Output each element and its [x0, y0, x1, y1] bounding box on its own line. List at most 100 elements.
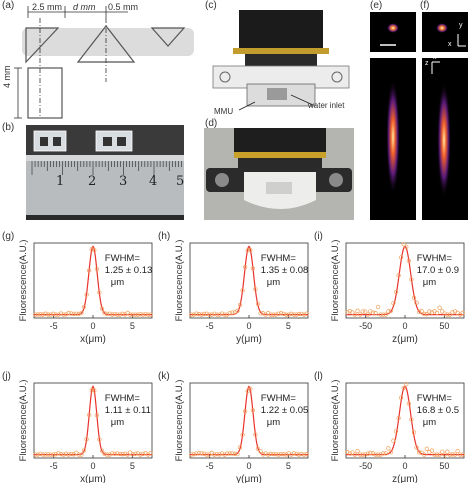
data-point: [240, 288, 245, 293]
data-point: [458, 452, 463, 457]
data-point: [45, 312, 51, 317]
axis-label-x-top: x: [448, 41, 452, 48]
data-point: [391, 438, 396, 443]
data-point: [128, 312, 133, 317]
mmu-label: MMU: [214, 107, 234, 116]
data-point: [434, 310, 440, 316]
axis-label-z: z: [425, 60, 429, 67]
data-point: [92, 388, 97, 393]
data-point: [442, 452, 447, 457]
data-point: [393, 429, 399, 434]
y-axis-label: Fluorescence(A.U.): [330, 380, 341, 462]
data-point: [237, 302, 243, 307]
data-point: [38, 312, 43, 317]
x-tick-label: 0: [402, 321, 407, 331]
data-point: [271, 312, 276, 317]
data-point: [84, 437, 89, 442]
data-point: [219, 451, 225, 456]
data-point: [189, 452, 194, 457]
profile-plot-j: (j) -5 0 5 x(μm) Fluorescence(A.U.) FWHM=1.11 …: [2, 371, 153, 485]
data-point: [81, 304, 87, 310]
data-point: [38, 451, 43, 456]
data-point: [406, 401, 412, 406]
data-point: [191, 452, 197, 457]
data-point: [107, 311, 112, 316]
data-point: [196, 451, 202, 456]
data-point: [102, 451, 107, 457]
data-point: [148, 312, 153, 317]
fwhm-label: FWHM=: [417, 253, 453, 264]
data-point: [89, 247, 94, 252]
data-point: [115, 451, 120, 456]
data-point: [416, 450, 422, 455]
data-point: [35, 452, 40, 457]
data-point: [360, 309, 365, 314]
x-tick-label: 0: [246, 461, 251, 471]
data-point: [286, 312, 291, 317]
data-point: [145, 312, 151, 317]
data-point: [373, 452, 378, 457]
data-point: [232, 451, 238, 456]
panel-label-c: (c): [205, 0, 217, 11]
data-point: [240, 432, 245, 438]
prism-3: [150, 27, 186, 47]
data-point: [130, 452, 135, 457]
data-point: [138, 452, 143, 457]
data-point: [373, 311, 378, 316]
data-point: [411, 295, 417, 300]
fwhm-label: FWHM=: [261, 253, 297, 264]
data-point: [434, 452, 440, 457]
data-point: [71, 311, 76, 316]
data-point: [43, 311, 48, 316]
water-inlet-label: water inlet: [308, 101, 345, 110]
data-point: [363, 452, 368, 457]
data-point: [56, 451, 61, 456]
data-point: [120, 452, 125, 457]
data-point: [414, 300, 419, 305]
data-point: [273, 451, 279, 457]
data-point: [225, 451, 230, 456]
panel-label-l: (l): [314, 371, 323, 382]
y-axis-label: Fluorescence(A.U.): [174, 380, 185, 462]
x-axis-label: y(μm): [236, 474, 262, 483]
data-point: [245, 248, 250, 253]
data-point: [61, 452, 66, 457]
fwhm-value: 17.0 ± 0.9: [417, 265, 459, 276]
data-point: [242, 264, 248, 270]
data-point: [289, 452, 294, 457]
prism-photo-2: [95, 130, 133, 152]
data-point: [237, 445, 243, 450]
data-point: [133, 312, 138, 317]
data-point: [140, 451, 146, 457]
dim-label-1: 2.5 mm: [32, 2, 63, 12]
data-point: [365, 451, 370, 456]
data-point: [440, 309, 445, 314]
fwhm-label: FWHM=: [105, 393, 141, 404]
data-point: [48, 452, 53, 457]
x-tick-label: 5: [130, 461, 135, 471]
data-point: [201, 451, 207, 456]
data-point: [447, 312, 453, 317]
data-point: [212, 452, 217, 457]
x-tick-label: 0: [90, 461, 95, 471]
data-point: [442, 311, 447, 316]
data-point: [375, 304, 381, 310]
data-point: [143, 312, 148, 317]
data-point: [388, 308, 394, 314]
data-point: [230, 451, 235, 456]
data-point: [437, 305, 442, 310]
data-point: [352, 452, 358, 457]
data-point: [370, 310, 376, 315]
x-axis-label: y(μm): [236, 334, 262, 345]
fwhm-value: 16.8 ± 0.5: [417, 405, 459, 416]
data-point: [102, 311, 107, 316]
axis-label-x-bottom: x: [433, 54, 437, 61]
plots-svg: (g)-5 0 5x(μm)Fluorescence(A.U.) FWHM=1.25 …: [2, 231, 465, 485]
data-point: [455, 448, 460, 454]
data-point: [255, 301, 261, 306]
data-point: [424, 312, 429, 317]
data-point: [86, 268, 92, 273]
data-point: [304, 452, 309, 457]
data-point: [92, 248, 97, 253]
panel-label-e: (e): [370, 0, 383, 11]
